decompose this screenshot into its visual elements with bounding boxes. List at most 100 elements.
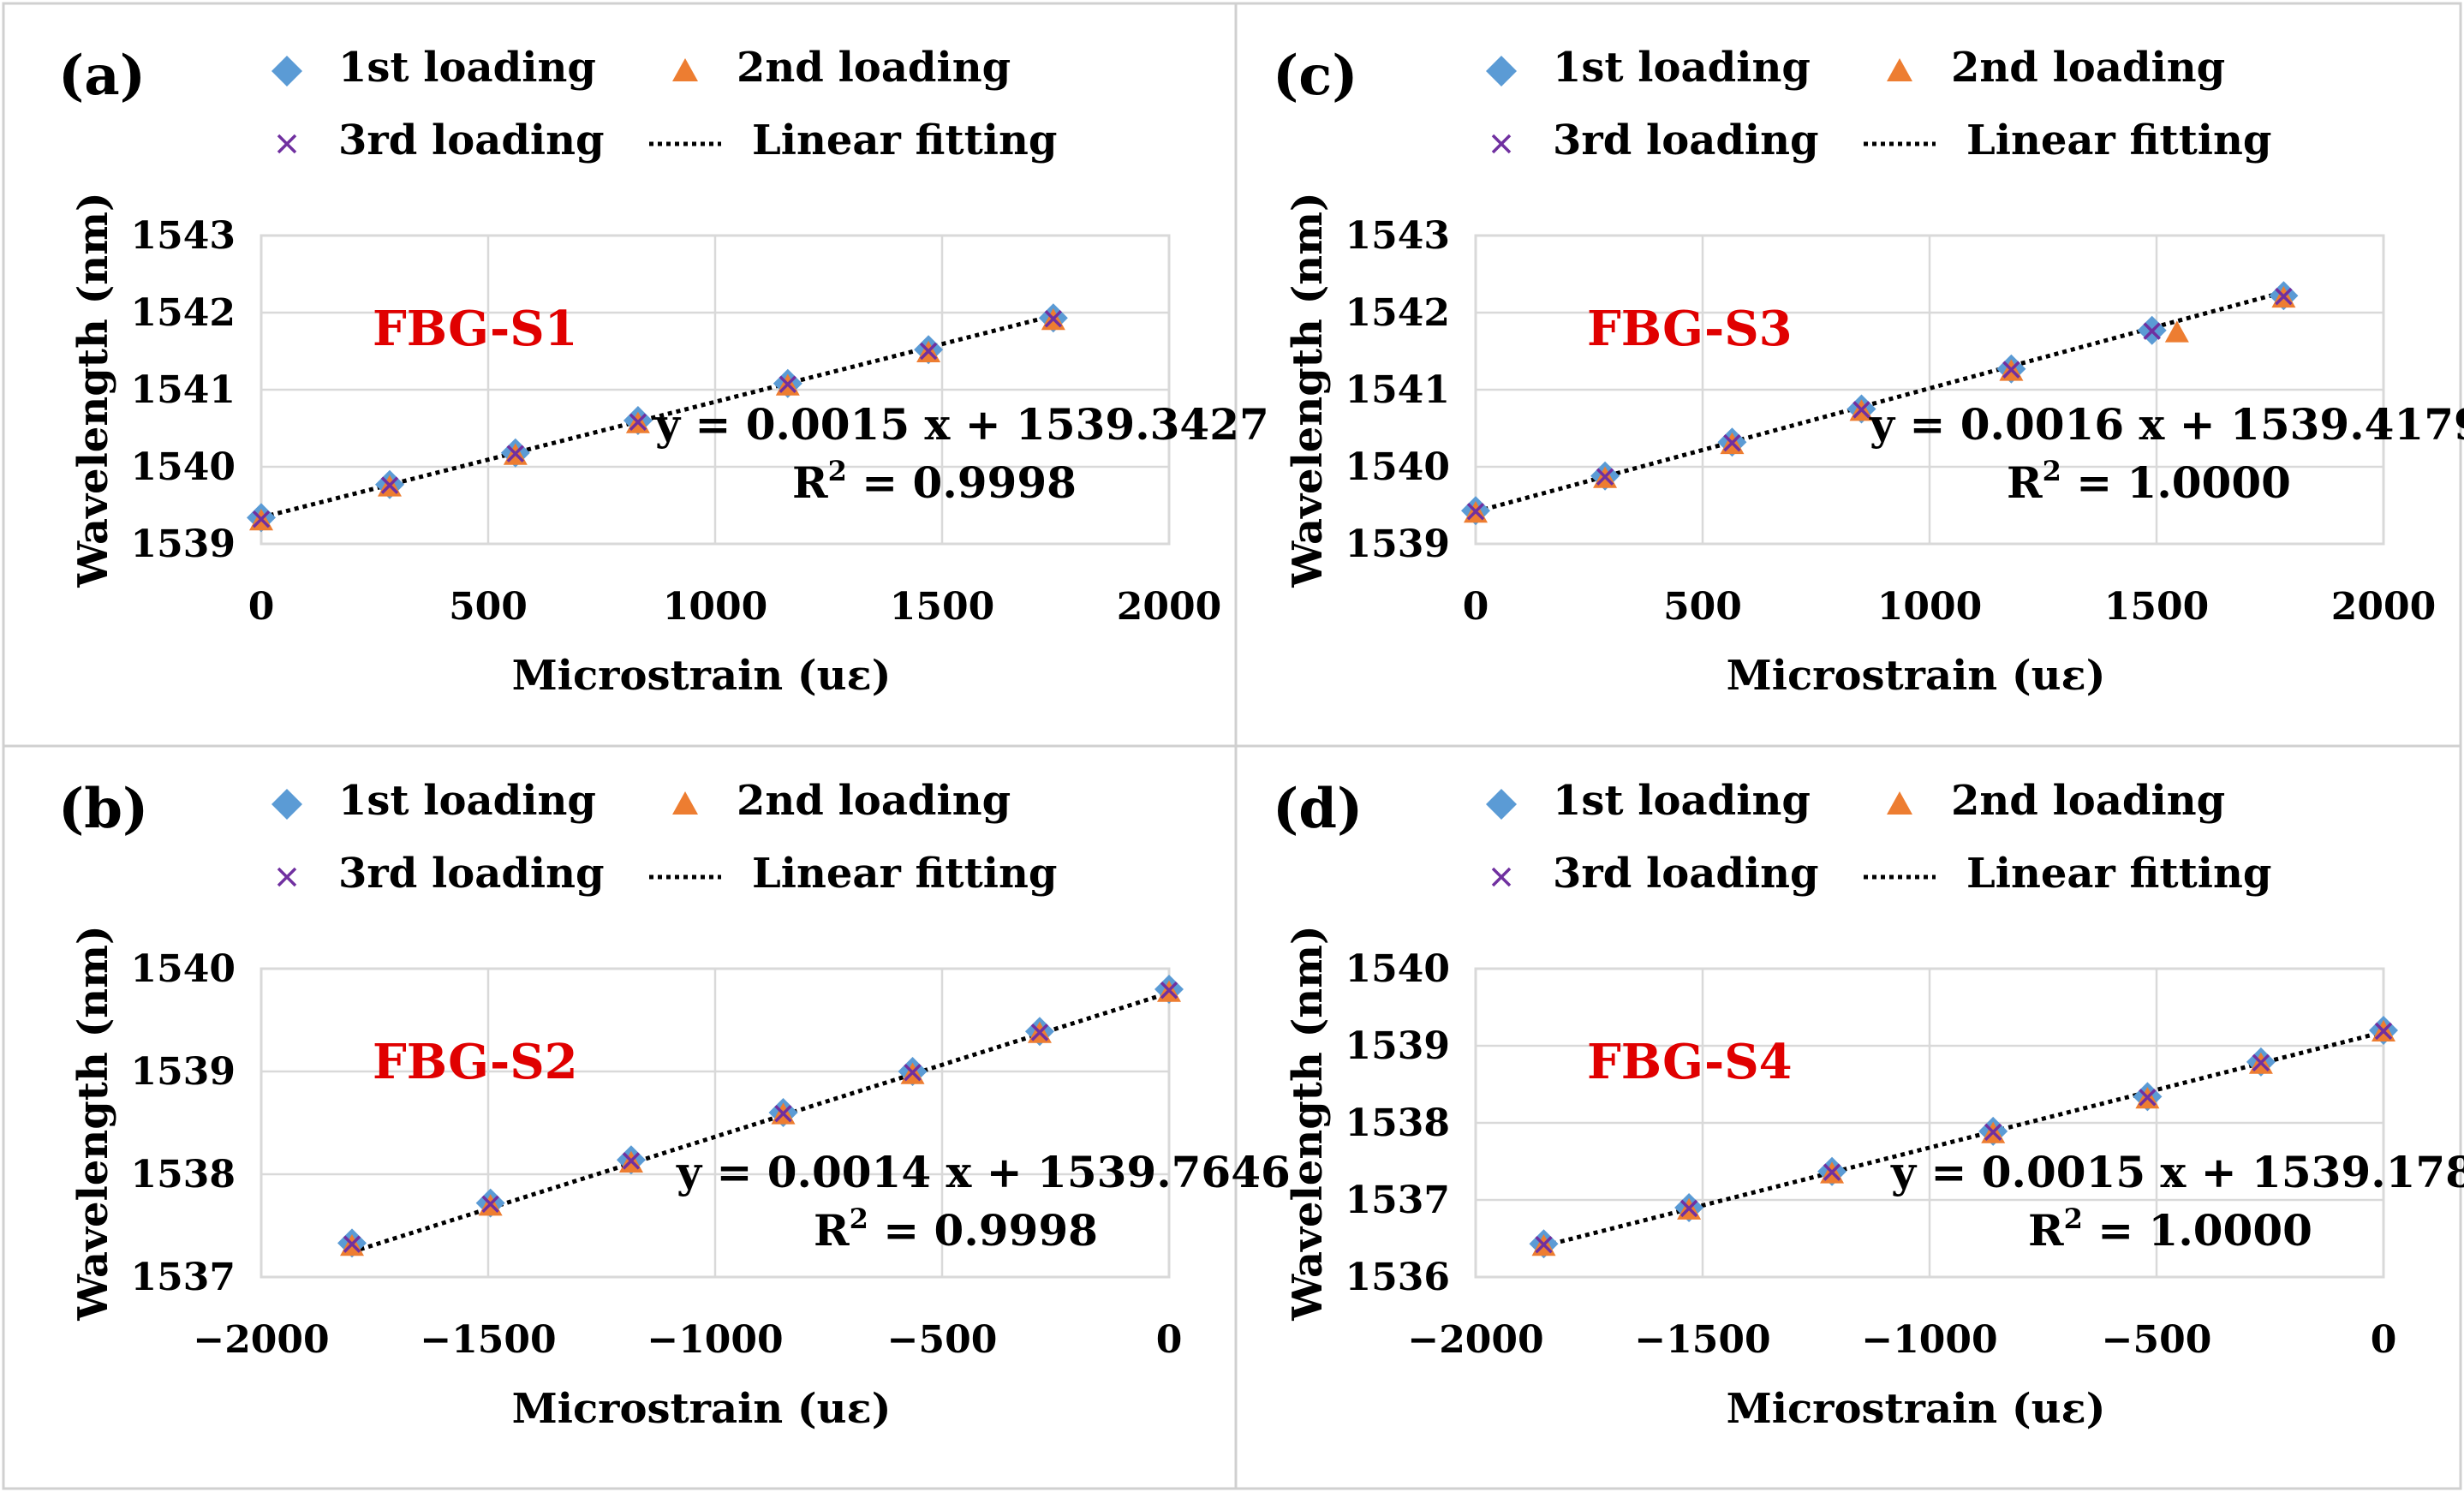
data-point-3rd — [629, 413, 647, 432]
gridlines — [260, 967, 1171, 1279]
chart-panel-3: (d) 1st loading 2nd loading 3rd loading Line… — [1273, 777, 2464, 1433]
sensor-label: FBG-S4 — [1587, 1034, 1793, 1090]
data-point-3rd — [1466, 502, 1485, 521]
gridlines — [1474, 234, 2385, 546]
r-squared: R2 = 1.0000 — [2028, 1203, 2312, 1256]
gridlines — [260, 234, 1171, 546]
r-squared: R2 = 0.9998 — [814, 1203, 1098, 1256]
x-tick-label: 500 — [449, 585, 528, 629]
y-tick-label: 1540 — [131, 445, 236, 489]
legend-label: 2nd loading — [1951, 44, 2225, 92]
data-point-3rd — [1160, 981, 1178, 1000]
legend-marker-3rd — [277, 867, 297, 887]
data-point-3rd — [1044, 309, 1063, 328]
y-tick-label: 1538 — [131, 1153, 236, 1197]
y-tick-label: 1540 — [1345, 947, 1450, 991]
x-tick-label: 2000 — [2331, 585, 2436, 629]
x-tick-label: 1500 — [2104, 585, 2209, 629]
data-point-3rd — [2143, 322, 2161, 340]
legend-marker-2nd — [1887, 791, 1912, 815]
legend-marker-3rd — [277, 134, 297, 154]
y-tick-label: 1542 — [1345, 291, 1450, 335]
data-point-3rd — [1852, 401, 1870, 419]
legend-label: Linear fitting — [1966, 850, 2271, 898]
r-squared: R2 = 0.9998 — [792, 455, 1077, 508]
data-point-3rd — [779, 375, 797, 393]
legend-marker-3rd — [1491, 867, 1512, 887]
legend-marker-1st — [271, 56, 302, 87]
y-tick-label: 1543 — [131, 214, 236, 258]
y-tick-label: 1539 — [131, 522, 236, 566]
legend-marker-3rd — [1491, 134, 1512, 154]
x-tick-label: 0 — [1463, 585, 1489, 629]
legend-marker-2nd — [1887, 58, 1912, 81]
r-squared-value: = 1.0000 — [2083, 1205, 2312, 1256]
r-squared: R2 = 1.0000 — [2007, 455, 2291, 508]
data-point-3rd — [2275, 287, 2293, 306]
series-3rd-loading — [252, 309, 1063, 528]
x-tick-label: 1500 — [890, 585, 994, 629]
y-axis-title: Wavelength (nm) — [69, 192, 117, 588]
data-point-3rd — [919, 342, 938, 361]
x-tick-label: 1000 — [1877, 585, 1982, 629]
fit-equation: y = 0.0014 x + 1539.7646 — [676, 1147, 1291, 1197]
y-tick-label: 1542 — [131, 291, 236, 335]
gridlines — [1474, 967, 2385, 1279]
y-axis-title: Wavelength (nm) — [69, 925, 117, 1321]
x-axis-title: Microstrain (uε) — [1727, 652, 2106, 700]
legend: 1st loading 2nd loading 3rd loading Linear … — [1486, 777, 2271, 898]
x-tick-label: 0 — [248, 585, 275, 629]
series-3rd-loading — [1466, 287, 2293, 521]
y-tick-label: 1540 — [131, 947, 236, 991]
data-point-3rd — [1030, 1024, 1049, 1041]
data-point-3rd — [2252, 1053, 2270, 1072]
data-point-3rd — [2374, 1022, 2393, 1041]
legend-marker-2nd — [672, 791, 698, 815]
x-tick-label: −2000 — [1407, 1318, 1543, 1362]
x-tick-label: −1500 — [1634, 1318, 1770, 1362]
data-point-3rd — [774, 1104, 792, 1123]
x-tick-label: 0 — [2371, 1318, 2397, 1362]
data-point-3rd — [1823, 1163, 1841, 1181]
legend-label: Linear fitting — [1966, 116, 2271, 164]
data-point-3rd — [1984, 1123, 2002, 1142]
x-axis-title: Microstrain (uε) — [512, 1385, 892, 1433]
legend-label: 3rd loading — [338, 116, 605, 164]
chart-panel-1: (b) 1st loading 2nd loading 3rd loading Line… — [58, 777, 1291, 1433]
legend: 1st loading 2nd loading 3rd loading Linear … — [271, 44, 1057, 164]
x-tick-label: 2000 — [1117, 585, 1221, 629]
legend-label: 1st loading — [1553, 777, 1811, 825]
legend-label: 2nd loading — [737, 777, 1011, 825]
sensor-label: FBG-S1 — [373, 301, 578, 357]
x-axis-title: Microstrain (uε) — [512, 652, 892, 700]
data-point-3rd — [1535, 1235, 1553, 1254]
panel-label: (c) — [1273, 44, 1358, 108]
y-tick-label: 1539 — [1345, 1024, 1450, 1068]
r-squared-value: = 0.9998 — [847, 457, 1077, 508]
legend-label: 3rd loading — [1553, 116, 1819, 164]
data-point-3rd — [904, 1063, 922, 1082]
data-point-3rd — [481, 1195, 499, 1214]
legend-label: Linear fitting — [752, 850, 1057, 898]
data-point-3rd — [380, 476, 399, 494]
data-point-3rd — [506, 445, 525, 463]
x-tick-label: −1000 — [1861, 1318, 1997, 1362]
data-point-3rd — [252, 510, 271, 528]
legend: 1st loading 2nd loading 3rd loading Linear … — [1486, 44, 2271, 164]
data-point-3rd — [2002, 361, 2020, 379]
y-axis-title: Wavelength (nm) — [1284, 192, 1332, 588]
y-tick-label: 1540 — [1345, 445, 1450, 489]
x-tick-label: −1500 — [420, 1318, 556, 1362]
legend-marker-1st — [1486, 56, 1517, 87]
y-tick-label: 1541 — [1345, 368, 1450, 412]
legend-label: 2nd loading — [1951, 777, 2225, 825]
y-tick-label: 1538 — [1345, 1101, 1450, 1145]
chart-panel-2: (c) 1st loading 2nd loading 3rd loading Line… — [1273, 44, 2464, 700]
legend-marker-2nd — [672, 58, 698, 81]
legend-label: 1st loading — [338, 44, 596, 92]
legend-label: 1st loading — [1553, 44, 1811, 92]
panel-label: (b) — [58, 777, 148, 841]
data-point-3rd — [622, 1152, 641, 1170]
